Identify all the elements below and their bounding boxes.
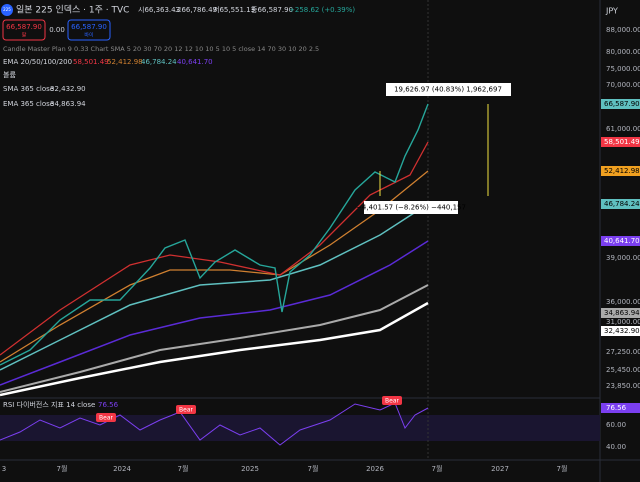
ohlc: 종66,587.90: [251, 6, 293, 14]
rsi-line: [0, 402, 429, 446]
price-label: 75,000.00: [606, 65, 640, 73]
price-label: 80,000.00: [606, 48, 640, 56]
sell-price: 66,587.90: [6, 23, 42, 31]
time-label: 7월: [432, 464, 443, 473]
price-badge-label: 34,863.94: [604, 309, 640, 317]
price-label: 61,000.00: [606, 125, 640, 133]
symbol-badge: 225: [3, 7, 11, 12]
bear-label: Bear: [99, 415, 113, 422]
indicator-legend: EMA 20/50/100/200: [3, 58, 72, 66]
sell-label: 팔: [22, 32, 27, 39]
ohlc: +258.62 (+0.39%): [289, 6, 355, 14]
ema-365: [0, 284, 429, 393]
price-badge: [601, 326, 640, 336]
ema-50: [0, 170, 429, 363]
ema-100: [0, 203, 429, 371]
rsi-value: 76.56: [606, 404, 627, 412]
time-label: 7월: [308, 464, 319, 473]
sell-button[interactable]: [2, 19, 46, 41]
time-label: 2026: [366, 465, 384, 473]
spread: 0.00: [49, 26, 65, 34]
price-label: 25,450.00: [606, 366, 640, 374]
rsi-label: 40.00: [606, 443, 626, 451]
buy-price: 66,587.90: [71, 23, 107, 31]
annotation-box: [364, 201, 458, 214]
sma-365: [0, 301, 429, 397]
indicator-legend: Candle Master Plan 9 0.33 Chart SMA 5 20…: [3, 45, 319, 53]
price-label: 36,000.00: [606, 298, 640, 306]
annotation: −4,401.57 (−8.26%) −440,157: [356, 204, 466, 212]
rsi-badge: [601, 403, 640, 413]
price-badge-label: 40,641.70: [604, 237, 640, 245]
buy-label: 바이: [84, 32, 93, 39]
indicator-value: 52,412.98: [107, 58, 143, 66]
rsi-band: [0, 415, 600, 441]
price-badge-label: 66,587.90: [604, 100, 640, 108]
symbol-title: 일본 225 인덱스 · 1주 · TVC: [16, 5, 129, 16]
time-label: 2027: [491, 465, 509, 473]
indicator-legend: 볼륨: [3, 70, 16, 79]
rsi-inline-value: 76.56: [98, 401, 119, 409]
price-label: 70,000.00: [606, 81, 640, 89]
price-badge: [601, 99, 640, 109]
symbol-icon: [1, 4, 13, 16]
price-badge: [601, 236, 640, 246]
buy-button[interactable]: [67, 19, 111, 41]
ohlc: 고66,786.49: [175, 6, 217, 14]
time-label: 7월: [57, 464, 68, 473]
indicator-value: 34,863.94: [50, 100, 86, 108]
currency: JPY: [605, 7, 618, 16]
bear-label: Bear: [385, 398, 399, 405]
indicator-value: 46,784.24: [141, 58, 177, 66]
bear-tag: [382, 396, 402, 405]
time-label: 2024: [113, 465, 131, 473]
price-label: 31,000.00: [606, 318, 640, 326]
rsi-title: RSI 다이버전스 지표 14 close: [3, 400, 95, 409]
price-label: 88,000.00: [606, 26, 640, 34]
annotation: 19,626.97 (40.83%) 1,962,697: [394, 86, 502, 94]
indicator-legend: SMA 365 close: [3, 85, 54, 93]
time-label: 7월: [178, 464, 189, 473]
time-label: 7월: [557, 464, 568, 473]
price-badge: [601, 137, 640, 147]
bear-tag: [176, 405, 196, 414]
price-badge-label: 46,784.24: [604, 200, 640, 208]
indicator-legend: EMA 365 close: [3, 100, 54, 108]
bear-label: Bear: [179, 407, 193, 414]
indicator-value: 32,432.90: [50, 85, 86, 93]
price-label: 23,850.00: [606, 382, 640, 390]
price-badge-label: 58,501.49: [604, 138, 640, 146]
indicator-value: 58,501.49: [73, 58, 109, 66]
price-label: 39,000.00: [606, 254, 640, 262]
indicator-value: 40,641.70: [177, 58, 213, 66]
time-label: 2025: [241, 465, 259, 473]
price-badge: [601, 166, 640, 176]
ohlc: 시66,363.43: [138, 6, 180, 14]
annotation-box: [386, 83, 511, 96]
ema-200: [0, 240, 429, 386]
ohlc: 저65,551.13: [213, 5, 255, 14]
rsi-label: 60.00: [606, 421, 626, 429]
price-label: 27,250.00: [606, 348, 640, 356]
ema-20: [0, 141, 429, 356]
bear-tag: [96, 413, 116, 422]
price-badge: [601, 308, 640, 318]
price-badge: [601, 199, 640, 209]
time-label: 3: [2, 465, 6, 473]
price: [0, 103, 429, 366]
price-badge-label: 52,412.98: [604, 167, 640, 175]
price-badge-label: 32,432.90: [604, 327, 640, 335]
